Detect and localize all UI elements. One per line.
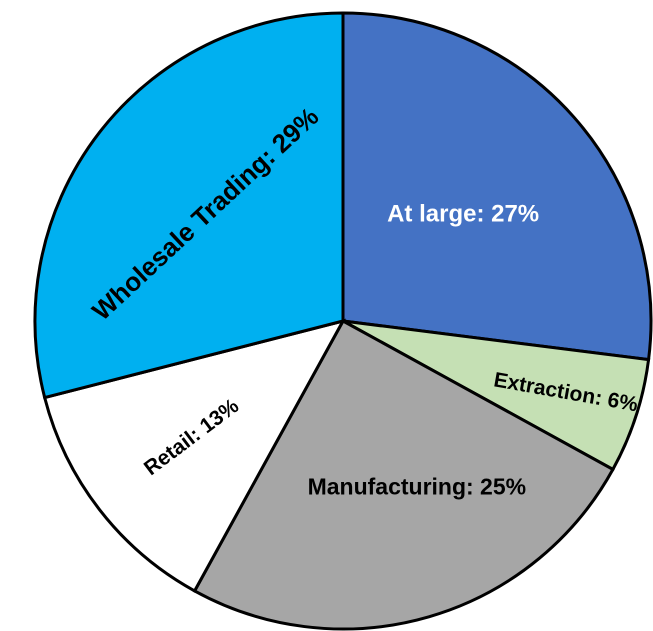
pie-slice-wholesale-trading xyxy=(33,11,345,400)
pie-label-manufacturing: Manufacturing: 25% xyxy=(308,474,527,500)
pie-slices xyxy=(33,11,653,631)
pie-slice-retail xyxy=(42,318,346,593)
pie-slice-at-large xyxy=(341,11,653,362)
pie-slice-manufacturing xyxy=(192,318,615,631)
pie-label-at-large: At large: 27% xyxy=(387,200,539,227)
